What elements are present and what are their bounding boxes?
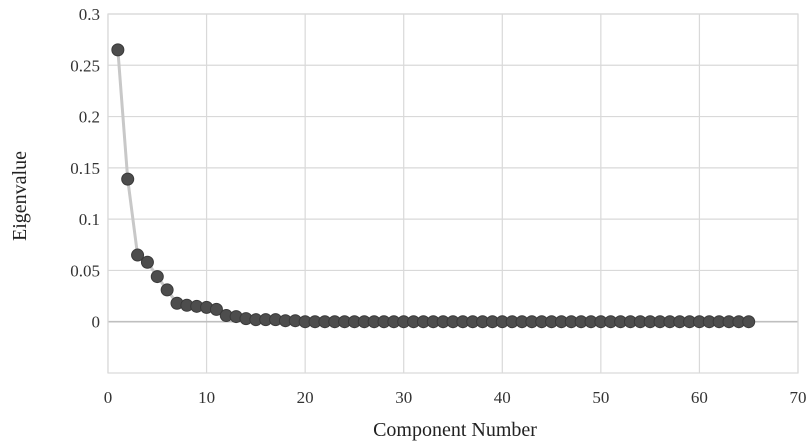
y-tick-label: 0.25 bbox=[70, 56, 100, 75]
data-point bbox=[131, 248, 145, 262]
x-tick-label: 70 bbox=[790, 388, 807, 407]
y-tick-label: 0.3 bbox=[79, 5, 100, 24]
data-point bbox=[150, 270, 164, 284]
y-tick-label: 0 bbox=[92, 313, 101, 332]
x-axis-title: Component Number bbox=[373, 419, 537, 441]
y-axis-ticks: 0 0.05 0.1 0.15 0.2 0.25 0.3 bbox=[70, 5, 100, 332]
x-axis-ticks: 0 10 20 30 40 50 60 70 bbox=[104, 388, 807, 407]
data-points bbox=[111, 43, 756, 329]
x-tick-label: 40 bbox=[494, 388, 511, 407]
x-tick-label: 20 bbox=[297, 388, 314, 407]
data-point bbox=[121, 172, 135, 186]
y-axis-title: Eigenvalue bbox=[9, 151, 31, 241]
x-tick-label: 50 bbox=[592, 388, 609, 407]
data-point bbox=[140, 255, 154, 269]
y-tick-label: 0.2 bbox=[79, 108, 100, 127]
data-point bbox=[209, 302, 223, 316]
x-tick-label: 30 bbox=[395, 388, 412, 407]
y-tick-label: 0.1 bbox=[79, 210, 100, 229]
series-line bbox=[116, 49, 749, 324]
data-point bbox=[742, 315, 756, 329]
plot-frame bbox=[107, 13, 799, 374]
x-tick-label: 0 bbox=[104, 388, 113, 407]
y-tick-label: 0.15 bbox=[70, 159, 100, 178]
y-tick-label: 0.05 bbox=[70, 261, 100, 280]
x-tick-label: 10 bbox=[198, 388, 215, 407]
data-point bbox=[160, 283, 174, 297]
data-point bbox=[111, 43, 125, 57]
x-tick-label: 60 bbox=[691, 388, 708, 407]
